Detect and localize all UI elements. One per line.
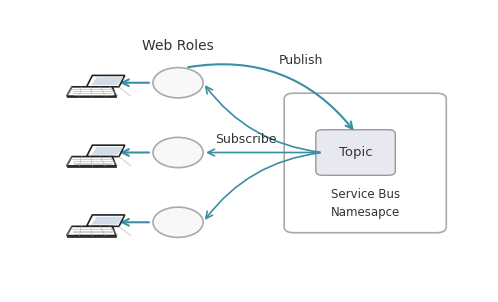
Polygon shape — [87, 215, 125, 226]
Polygon shape — [67, 96, 116, 97]
Polygon shape — [87, 76, 125, 87]
Text: Subscribe: Subscribe — [215, 133, 276, 146]
Polygon shape — [67, 166, 116, 167]
Text: Web Roles: Web Roles — [142, 39, 214, 53]
Polygon shape — [91, 217, 123, 224]
Polygon shape — [87, 145, 125, 156]
Circle shape — [153, 68, 203, 98]
Circle shape — [153, 207, 203, 237]
Text: Publish: Publish — [278, 54, 323, 67]
Circle shape — [153, 137, 203, 168]
Polygon shape — [67, 226, 116, 236]
Text: Service Bus
Namesapce: Service Bus Namesapce — [331, 188, 400, 219]
FancyBboxPatch shape — [284, 93, 446, 233]
Polygon shape — [91, 147, 123, 155]
Polygon shape — [67, 156, 116, 166]
Polygon shape — [67, 87, 116, 96]
FancyBboxPatch shape — [316, 130, 395, 175]
Polygon shape — [67, 236, 116, 237]
Polygon shape — [91, 77, 123, 85]
Text: Topic: Topic — [339, 146, 373, 159]
